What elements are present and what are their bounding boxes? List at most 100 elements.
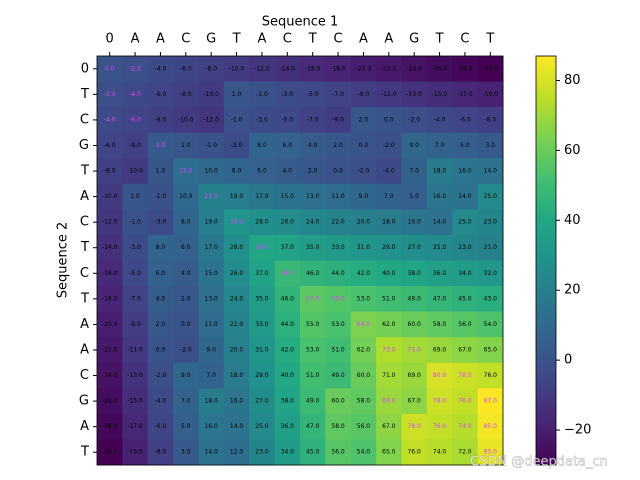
cell-label: -14.0 [102,244,118,251]
cell-label: -6.0 [155,91,167,98]
cell [274,439,301,466]
cell [147,56,174,82]
cell [325,413,352,440]
cell-label: 15.0 [281,193,295,200]
cell-label: 7.0 [206,372,216,379]
cell [198,132,225,159]
cell [249,286,276,313]
cell-label: 14.0 [458,193,472,200]
y-tick-label: T [80,291,89,306]
cell-label: 67.0 [382,423,396,430]
y-tick-label: T [80,240,89,255]
cell-label: 30.0 [230,219,244,226]
colorbar-tick-label: 40 [564,213,581,228]
cell-label: -1.0 [231,116,243,123]
cell-label: -2.0 [180,346,192,353]
cell [401,209,428,236]
cell-label: 33.0 [255,321,269,328]
cell-label: 72.0 [458,449,472,456]
cell-label: -4.0 [155,65,167,72]
y-tick-label: C [80,368,89,383]
cell [122,183,149,210]
cell [401,56,428,82]
cell-label: 33.0 [331,244,345,251]
cell-label: 55.0 [306,321,320,328]
cell-label: 14.0 [484,168,498,175]
cell [223,337,250,364]
x-axis-label: Sequence 1 [262,15,339,30]
cell [198,286,225,313]
cell-label: 16.0 [205,423,219,430]
cell-label: 9.0 [359,193,369,200]
cell [376,388,402,415]
cell [350,362,377,389]
cell [300,286,326,313]
cell-label: -6.0 [459,116,471,123]
cell [173,362,199,389]
cell-label: -3.0 [281,91,293,98]
cell [350,413,377,440]
cell-label: 4.0 [283,168,293,175]
cell [122,439,149,466]
cell-label: 83.0 [484,449,498,456]
cell [274,234,301,261]
cell [477,388,504,415]
cell-label: 53.0 [306,346,320,353]
cell [223,362,250,389]
cell-label: 8.0 [257,142,267,149]
cell [122,286,149,313]
cell [249,107,276,134]
cell [477,81,504,108]
cell-label: -7.0 [332,91,344,98]
cell-label: 51.0 [382,295,396,302]
cell-label: 53.0 [357,295,371,302]
cell [452,183,479,210]
x-tick-label: A [384,32,393,47]
cell-label: 74.0 [458,423,472,430]
cell [376,107,402,134]
cell-label: -10.0 [178,116,194,123]
y-tick-label: A [80,342,89,357]
cell-label: 17.0 [205,244,219,251]
cell [477,234,504,261]
cell [223,388,250,415]
y-tick-label: C [80,112,89,127]
cell-label: 47.0 [433,295,447,302]
cell [147,209,174,236]
cell [122,132,149,159]
cell-label: 5.0 [409,193,419,200]
cell-label: 2.0 [333,142,343,149]
cell-label: 17.0 [255,193,269,200]
cell-label: 60.0 [331,398,345,405]
cell-label: 21.0 [484,244,498,251]
cell-label: 45.0 [306,449,320,456]
cell [122,56,149,82]
cell [325,311,352,338]
cell [122,413,149,440]
cell [452,234,479,261]
cell [198,337,225,364]
cell [426,311,453,338]
cell-label: 25.0 [484,193,498,200]
cell [376,413,402,440]
cell [147,362,174,389]
cell [274,183,301,210]
cell [249,388,276,415]
y-tick-label: T [80,87,89,102]
cell [350,209,377,236]
cell [223,107,250,134]
cell [426,132,453,159]
cell-label: 37.0 [281,244,295,251]
cell-label: 78.0 [408,423,422,430]
cell [452,337,479,364]
cell [97,234,123,261]
cell [97,286,123,313]
cell [122,158,149,185]
cell [350,183,377,210]
cell-label: 46.0 [281,295,295,302]
cell [249,439,276,466]
cell-label: -10.0 [229,65,245,72]
cell [122,362,149,389]
cell-label: -20.0 [102,321,118,328]
cell [452,413,479,440]
